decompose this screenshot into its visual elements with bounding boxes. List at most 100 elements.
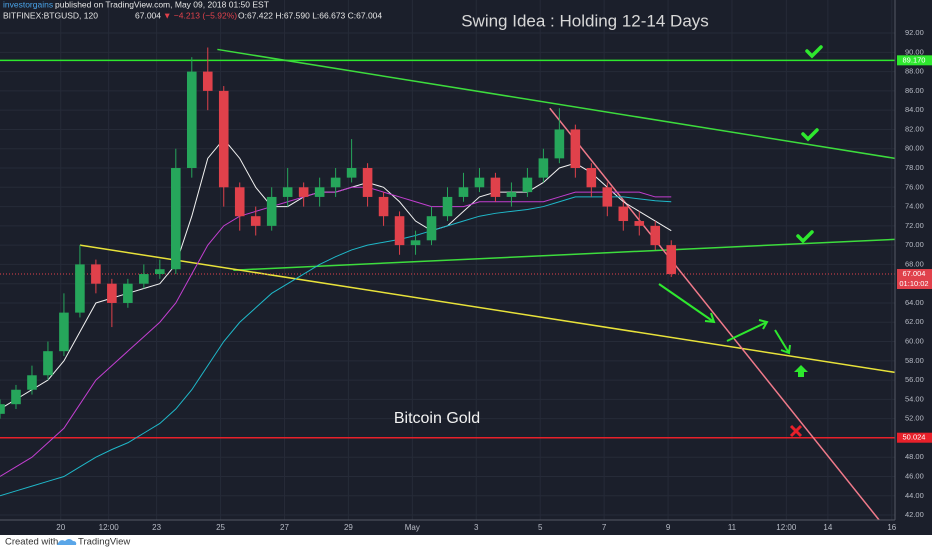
candle-body: [474, 177, 485, 188]
countdown-label: 01:10:02: [899, 279, 928, 288]
x-tick-label: 3: [474, 523, 479, 532]
created-with: Created with: [5, 537, 58, 548]
candle-body: [394, 216, 405, 246]
candles: [0, 47, 677, 419]
y-tick-label: 64.00: [905, 298, 924, 307]
y-tick-label: 46.00: [905, 471, 924, 480]
candle-body: [155, 269, 165, 275]
last-price-label: 67.004: [903, 269, 926, 278]
y-tick-label: 76.00: [905, 182, 924, 191]
cross: [789, 424, 803, 438]
candle-body: [346, 168, 357, 178]
candle-body: [330, 177, 341, 188]
last: 67.004: [135, 10, 161, 20]
candle-body: [91, 264, 101, 284]
candle-body: [123, 283, 133, 303]
logo: [57, 539, 77, 545]
y-tick-label: 86.00: [905, 86, 924, 95]
candle-body: [426, 216, 437, 241]
candle-body: [362, 168, 373, 197]
candle-body: [27, 375, 37, 390]
x-tick-label: 12:00: [99, 523, 120, 532]
moving-average: [0, 196, 672, 497]
candle-body: [506, 192, 517, 197]
symbol: BITFINEX:BTGUSD, 120: [3, 10, 98, 20]
candle-body: [202, 71, 213, 91]
y-tick-label: 56.00: [905, 375, 924, 384]
candle-body: [650, 225, 661, 246]
published: published on TradingView.com, May 09, 20…: [55, 0, 269, 9]
y-tick-label: 62.00: [905, 317, 924, 326]
candle-body: [618, 206, 629, 222]
candle-body: [266, 196, 277, 226]
trendline: [233, 238, 896, 271]
y-tick-label: 88.00: [905, 67, 924, 76]
x-tick-label: 27: [280, 523, 289, 532]
checkmarks: [796, 45, 823, 244]
y-tick-label: 60.00: [905, 337, 924, 346]
candle-body: [59, 312, 69, 352]
publisher: investorgains: [3, 0, 53, 9]
trendline: [549, 107, 880, 521]
brand: TradingView: [78, 537, 130, 548]
candle-body: [186, 71, 197, 169]
arrow: [658, 283, 716, 324]
candle-body: [11, 389, 21, 405]
y-tick-label: 72.00: [905, 221, 924, 230]
y-tick-label: 54.00: [905, 394, 924, 403]
grid: [0, 0, 895, 520]
x-tick-label: 20: [56, 523, 65, 532]
level-tag: [897, 432, 932, 443]
plot-background: [0, 0, 932, 535]
chart-title: Swing Idea : Holding 12-14 Days: [461, 11, 709, 30]
arrow: [774, 329, 791, 355]
y-tick-label: 48.00: [905, 452, 924, 461]
annotation: Bitcoin Gold: [394, 410, 480, 427]
candle-body: [250, 216, 261, 226]
y-tick-label: 70.00: [905, 240, 924, 249]
candle-body: [171, 168, 181, 270]
candle-body: [0, 404, 5, 414]
candle-body: [490, 177, 501, 197]
candle-body: [139, 274, 149, 284]
y-tick-label: 74.00: [905, 202, 924, 211]
candle-body: [234, 187, 245, 217]
last-price-tag: [897, 269, 932, 290]
y-tick-label: 78.00: [905, 163, 924, 172]
x-tick-label: 11: [728, 523, 737, 532]
candle-body: [666, 245, 677, 275]
x-tick-label: 23: [152, 523, 161, 532]
candle-body: [75, 264, 85, 313]
candle-body: [378, 196, 389, 217]
x-tick-label: 12:00: [776, 523, 797, 532]
level-tag: [897, 55, 932, 66]
trendline: [79, 244, 896, 374]
checkmark: [796, 230, 814, 244]
x-tick-label: 9: [666, 523, 671, 532]
candle-body: [554, 129, 565, 159]
candle-body: [282, 187, 293, 197]
candle-body: [107, 283, 117, 303]
ohlc: O:67.422 H:67.590 L:66.673 C:67.004: [238, 10, 382, 20]
x-tick-label: 25: [216, 523, 225, 532]
drawings: [0, 48, 896, 521]
y-tick-label: 44.00: [905, 491, 924, 500]
candle-body: [410, 240, 421, 246]
candle-body: [538, 158, 549, 178]
y-tick-label: 58.00: [905, 356, 924, 365]
x-tick-label: 14: [823, 523, 832, 532]
axes: 42.0044.0046.0048.0050.0052.0054.0056.00…: [0, 0, 932, 532]
candle-body: [634, 221, 645, 226]
y-tick-label: 68.00: [905, 259, 924, 268]
y-tick-label: 42.00: [905, 510, 924, 519]
candle-body: [298, 187, 309, 197]
up-arrow: [794, 365, 808, 377]
footer-background: [0, 535, 932, 550]
y-tick-label: 84.00: [905, 105, 924, 114]
candle-body: [43, 351, 53, 376]
y-tick-label: 52.00: [905, 414, 924, 423]
trendline: [217, 48, 896, 160]
y-tick-label: 92.00: [905, 28, 924, 37]
candle-body: [442, 196, 453, 217]
